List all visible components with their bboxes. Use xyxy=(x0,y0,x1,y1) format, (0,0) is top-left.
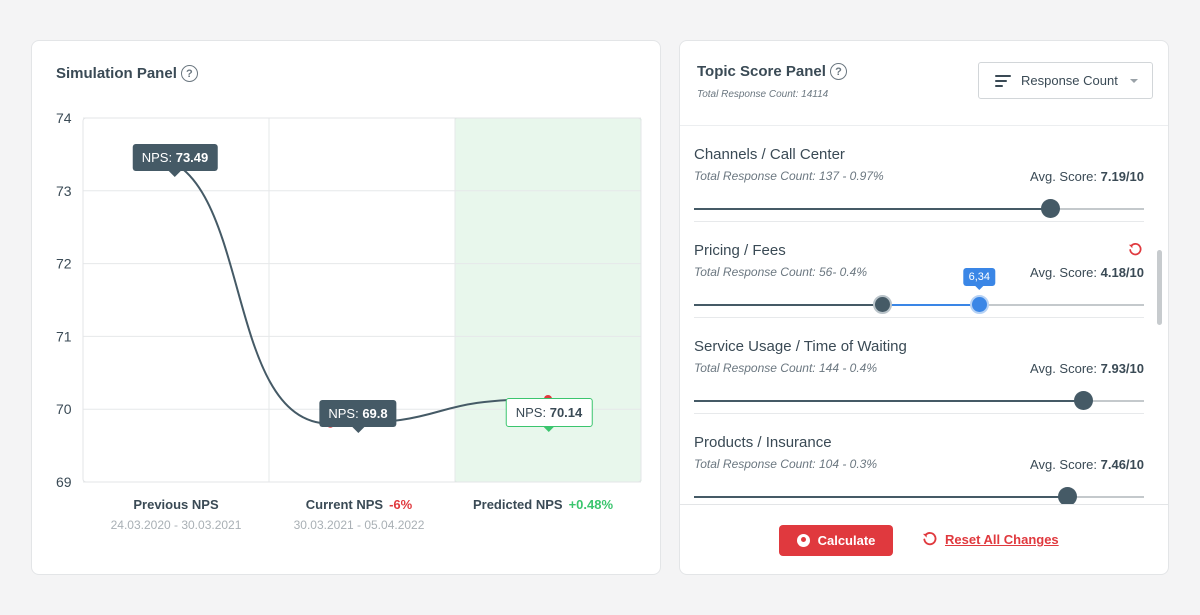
avg-score-value: 7.93/10 xyxy=(1100,361,1144,376)
topic-response-count: Total Response Count: 104 - 0.3% xyxy=(694,457,878,471)
slider-thumb[interactable] xyxy=(969,295,989,314)
calculate-button-label: Calculate xyxy=(817,533,876,548)
simulation-panel-title-text: Simulation Panel xyxy=(56,65,177,82)
avg-score-label: Avg. Score: xyxy=(1030,457,1101,472)
slider-fill xyxy=(694,208,1051,210)
topic-score-slider[interactable] xyxy=(694,199,1144,218)
tooltip-label: NPS: xyxy=(515,405,550,420)
tooltip-value: 70.14 xyxy=(549,405,583,420)
x-category-name: Previous NPS xyxy=(133,497,219,512)
plot-frame xyxy=(82,117,642,483)
y-tick-label: 69 xyxy=(56,474,72,490)
tooltip-label: NPS: xyxy=(141,150,176,165)
nps-change-negative: -6% xyxy=(389,497,413,512)
topic-response-count: Total Response Count: 56- 0.4% xyxy=(694,265,867,279)
y-tick-label: 70 xyxy=(56,401,72,417)
topic-response-count: Total Response Count: 144 - 0.4% xyxy=(694,361,878,375)
tooltip-value: 69.8 xyxy=(362,406,388,421)
slider-value-tooltip: 6,34 xyxy=(963,268,996,290)
simulation-panel-title: Simulation Panel ? xyxy=(56,65,198,82)
topic-score-slider[interactable]: 6,34 xyxy=(694,268,1144,314)
nps-tooltip-predicted: NPS: 70.14 xyxy=(505,398,593,432)
topic-avg-score: Avg. Score: 4.18/10 xyxy=(1030,265,1144,280)
topic-score-slider[interactable] xyxy=(694,391,1144,410)
avg-score-label: Avg. Score: xyxy=(1030,169,1101,184)
chevron-down-icon xyxy=(1130,79,1138,83)
topic-panel-title: Topic Score Panel ? xyxy=(697,63,847,80)
topic-panel-footer: Calculate Reset All Changes xyxy=(680,504,1168,574)
reset-all-changes-link[interactable]: Reset All Changes xyxy=(922,532,1059,547)
topic-name: Pricing / Fees xyxy=(694,242,786,259)
slider-original-thumb xyxy=(872,295,892,314)
topic-name: Products / Insurance xyxy=(694,434,832,451)
calculate-button[interactable]: Calculate xyxy=(779,525,893,556)
x-category-current: Current NPS -6% 30.03.2021 - 05.04.2022 xyxy=(294,496,425,532)
topic-name: Service Usage / Time of Waiting xyxy=(694,338,907,355)
question-circle-icon[interactable]: ? xyxy=(180,65,198,82)
divider xyxy=(680,125,1168,126)
y-tick-label: 71 xyxy=(56,328,72,344)
x-category-range: 30.03.2021 - 05.04.2022 xyxy=(293,518,425,532)
avg-score-value: 7.19/10 xyxy=(1100,169,1144,184)
x-category-predicted: Predicted NPS +0.48% xyxy=(473,496,613,514)
total-response-count: Total Response Count: 14114 xyxy=(697,89,829,100)
x-category-range: 24.03.2020 - 30.03.2021 xyxy=(110,518,242,532)
nps-line-chart: 74 73 72 71 70 69 xyxy=(56,110,642,490)
topic-item: Pricing / Fees Total Response Count: 56-… xyxy=(694,222,1144,318)
nps-tooltip-previous: NPS: 73.49 xyxy=(132,144,218,177)
simulation-panel: Simulation Panel ? 74 73 72 71 70 69 NPS: 73.… xyxy=(31,40,661,575)
topic-item: Products / Insurance Total Response Coun… xyxy=(694,414,1144,504)
sort-dropdown[interactable]: Response Count xyxy=(978,62,1153,99)
avg-score-value: 7.46/10 xyxy=(1100,457,1144,472)
reset-icon xyxy=(922,532,937,546)
topic-score-panel: Topic Score Panel ? Total Response Count… xyxy=(679,40,1169,575)
question-circle-icon[interactable]: ? xyxy=(829,63,847,80)
nps-change-positive: +0.48% xyxy=(568,497,614,512)
reset-topic-icon[interactable] xyxy=(1128,243,1142,257)
avg-score-label: Avg. Score: xyxy=(1030,265,1101,280)
slider-thumb[interactable] xyxy=(1041,199,1061,218)
y-tick-label: 74 xyxy=(56,110,72,126)
y-tick-label: 72 xyxy=(56,256,72,272)
topic-avg-score: Avg. Score: 7.46/10 xyxy=(1030,457,1144,472)
nps-tooltip-current: NPS: 69.8 xyxy=(319,400,397,433)
slider-fill xyxy=(694,400,1084,402)
tooltip-value: 73.49 xyxy=(175,150,209,165)
brain-icon xyxy=(796,534,810,547)
topic-panel-title-text: Topic Score Panel xyxy=(697,63,826,80)
topic-item: Channels / Call Center Total Response Co… xyxy=(694,126,1144,222)
x-category-name: Predicted NPS xyxy=(472,497,563,512)
topic-response-count: Total Response Count: 137 - 0.97% xyxy=(694,169,884,183)
nps-series-line xyxy=(144,154,549,425)
sort-lines-icon xyxy=(995,74,1011,87)
avg-score-label: Avg. Score: xyxy=(1030,361,1101,376)
y-tick-label: 73 xyxy=(56,183,72,199)
topic-list: Channels / Call Center Total Response Co… xyxy=(680,126,1168,504)
slider-fill xyxy=(694,496,1068,498)
topic-score-slider[interactable] xyxy=(694,487,1144,504)
tooltip-label: NPS: xyxy=(328,406,363,421)
topic-list-scrollbar[interactable] xyxy=(1157,250,1162,325)
reset-all-changes-label: Reset All Changes xyxy=(945,532,1059,547)
x-category-name: Current NPS xyxy=(305,497,384,512)
slider-change-fill xyxy=(882,304,980,306)
slider-fill xyxy=(694,304,883,306)
slider-thumb[interactable] xyxy=(1058,487,1077,504)
topic-avg-score: Avg. Score: 7.19/10 xyxy=(1030,169,1144,184)
topic-avg-score: Avg. Score: 7.93/10 xyxy=(1030,361,1144,376)
topic-name: Channels / Call Center xyxy=(694,146,845,163)
avg-score-value: 4.18/10 xyxy=(1100,265,1144,280)
x-category-previous: Previous NPS 24.03.2020 - 30.03.2021 xyxy=(111,496,242,532)
sort-dropdown-label: Response Count xyxy=(1021,73,1118,88)
slider-thumb[interactable] xyxy=(1073,391,1093,410)
topic-item: Service Usage / Time of Waiting Total Re… xyxy=(694,318,1144,414)
